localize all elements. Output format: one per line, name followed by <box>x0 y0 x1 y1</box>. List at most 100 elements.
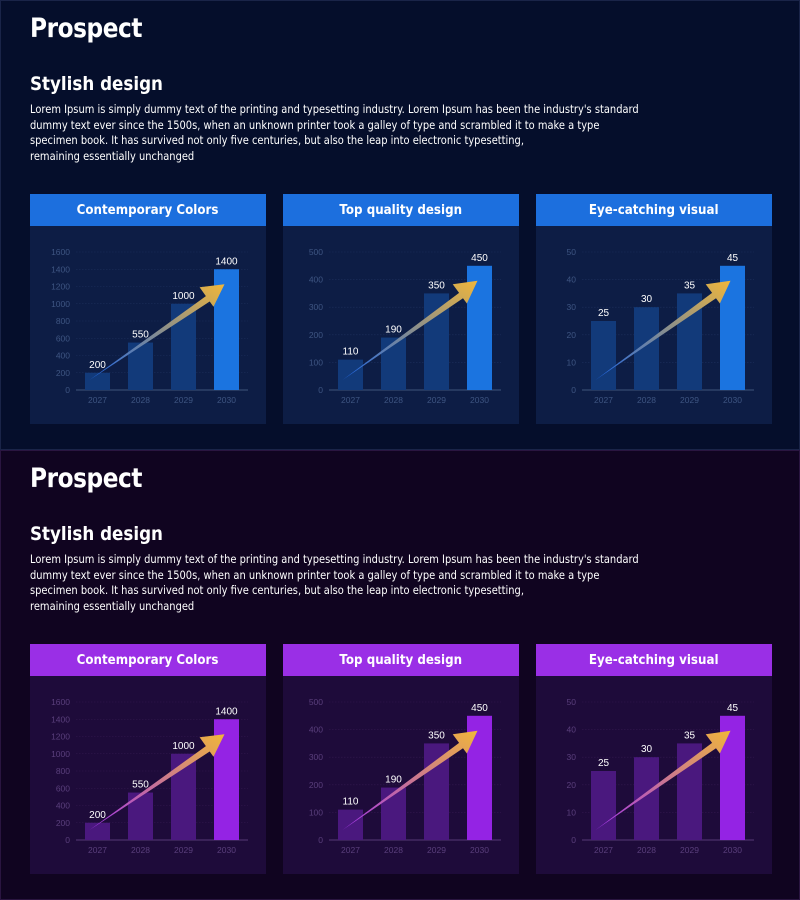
data-label: 110 <box>343 797 359 808</box>
bar <box>85 372 110 390</box>
x-tick-label: 2027 <box>594 395 613 405</box>
chart-card-top-quality-design: Top quality design 0 100 200 300 400 500 110 20… <box>283 194 519 424</box>
chart-area: 0 10 20 30 40 50 25 2027 30 2028 35 2029 45 2030 <box>536 676 772 874</box>
bar <box>591 321 616 390</box>
y-tick-label: 0 <box>65 835 70 845</box>
trend-arrow <box>342 730 478 830</box>
y-tick-label: 1200 <box>51 732 70 742</box>
x-tick-label: 2029 <box>174 845 193 855</box>
data-label: 45 <box>727 253 739 264</box>
bar <box>381 787 406 840</box>
y-tick-label: 100 <box>309 807 323 817</box>
data-label: 1400 <box>215 706 238 717</box>
y-tick-label: 0 <box>318 385 323 395</box>
paragraph-line: remaining essentially unchanged <box>30 148 195 163</box>
card-header-label: Contemporary Colors <box>77 652 219 668</box>
x-tick-label: 2030 <box>723 395 742 405</box>
trend-arrow <box>595 280 731 380</box>
data-label: 1400 <box>215 256 238 267</box>
paragraph-line: dummy text ever since the 1500s, when an… <box>30 117 600 132</box>
x-tick-label: 2028 <box>384 845 403 855</box>
y-tick-label: 20 <box>567 780 577 790</box>
bar <box>85 822 110 840</box>
y-tick-label: 200 <box>309 330 323 340</box>
x-tick-label: 2030 <box>217 395 236 405</box>
data-label: 450 <box>471 703 488 714</box>
card-header-label: Contemporary Colors <box>77 202 219 218</box>
x-tick-label: 2027 <box>341 845 360 855</box>
chart-card-contemporary-colors: Contemporary Colors 0 200 400 600 800 1000 120… <box>30 644 266 874</box>
x-tick-label: 2028 <box>131 845 150 855</box>
y-tick-label: 10 <box>567 357 577 367</box>
y-tick-label: 40 <box>567 725 577 735</box>
data-label: 1000 <box>172 741 195 752</box>
card-header-label: Eye-catching visual <box>589 202 719 218</box>
trend-arrow <box>89 734 225 830</box>
x-tick-label: 2028 <box>637 395 656 405</box>
y-tick-label: 1000 <box>51 749 70 759</box>
data-label: 25 <box>598 308 610 319</box>
y-tick-label: 0 <box>65 385 70 395</box>
chart-area: 0 10 20 30 40 50 25 2027 30 2028 35 2029 45 2030 <box>536 226 772 424</box>
y-tick-label: 800 <box>56 766 70 776</box>
y-tick-label: 300 <box>309 302 323 312</box>
chart-area: 0 100 200 300 400 500 110 2027 190 2028 350 2029 450… <box>283 226 519 424</box>
x-tick-label: 2027 <box>594 845 613 855</box>
data-label: 550 <box>132 330 149 341</box>
y-tick-label: 20 <box>567 330 577 340</box>
card-header: Eye-catching visual <box>536 194 772 226</box>
card-header: Contemporary Colors <box>30 194 266 226</box>
y-tick-label: 300 <box>309 752 323 762</box>
x-tick-label: 2027 <box>341 395 360 405</box>
x-tick-label: 2028 <box>637 845 656 855</box>
y-tick-label: 400 <box>56 801 70 811</box>
bar <box>591 771 616 840</box>
data-label: 35 <box>684 730 696 741</box>
y-tick-label: 800 <box>56 316 70 326</box>
bar <box>338 359 363 390</box>
chart-area: 0 200 400 600 800 1000 1200 1400 1600 200 2027 550 2… <box>30 226 266 424</box>
bar-chart: 0 200 400 600 800 1000 1200 1400 1600 200 2027 550 2… <box>51 697 248 855</box>
slide-paragraph: Lorem Ipsum is simply dummy text of the … <box>30 102 639 164</box>
x-tick-label: 2030 <box>217 845 236 855</box>
y-tick-label: 400 <box>309 725 323 735</box>
slide-subtitle: Stylish design <box>30 73 163 95</box>
y-tick-label: 200 <box>56 818 70 828</box>
card-header: Top quality design <box>283 194 519 226</box>
card-header: Contemporary Colors <box>30 644 266 676</box>
y-tick-label: 1000 <box>51 299 70 309</box>
slide-purple: Prospect Stylish design Lorem Ipsum is s… <box>0 450 800 900</box>
trend-arrow <box>342 280 478 380</box>
chart-area: 0 200 400 600 800 1000 1200 1400 1600 200 2027 550 2… <box>30 676 266 874</box>
x-tick-label: 2029 <box>427 395 446 405</box>
x-tick-label: 2029 <box>174 395 193 405</box>
y-tick-label: 1400 <box>51 714 70 724</box>
x-tick-label: 2027 <box>88 845 107 855</box>
paragraph-line: Lorem Ipsum is simply dummy text of the … <box>30 552 639 566</box>
slide-title: Prospect <box>30 13 143 44</box>
paragraph-line: specimen book. It has survived not only … <box>30 133 524 147</box>
y-tick-label: 1600 <box>51 697 70 707</box>
data-label: 1000 <box>172 291 195 302</box>
bar <box>338 809 363 840</box>
slide-blue: Prospect Stylish design Lorem Ipsum is s… <box>0 0 800 450</box>
data-label: 350 <box>428 730 445 741</box>
data-label: 30 <box>641 294 653 305</box>
chart-card-eye-catching-visual: Eye-catching visual 0 10 20 30 40 50 25 2027 30 2… <box>536 194 772 424</box>
y-tick-label: 1200 <box>51 282 70 292</box>
chart-area: 0 100 200 300 400 500 110 2027 190 2028 350 2029 450… <box>283 676 519 874</box>
data-label: 25 <box>598 758 610 769</box>
y-tick-label: 1400 <box>51 264 70 274</box>
y-tick-label: 200 <box>56 368 70 378</box>
y-tick-label: 500 <box>309 247 323 257</box>
data-label: 190 <box>385 775 402 786</box>
y-tick-label: 400 <box>309 275 323 285</box>
y-tick-label: 0 <box>571 835 576 845</box>
paragraph-line: dummy text ever since the 1500s, when an… <box>30 567 600 582</box>
card-header-label: Eye-catching visual <box>589 652 719 668</box>
slide-title: Prospect <box>30 463 143 494</box>
trend-arrow <box>595 730 731 830</box>
y-tick-label: 500 <box>309 697 323 707</box>
